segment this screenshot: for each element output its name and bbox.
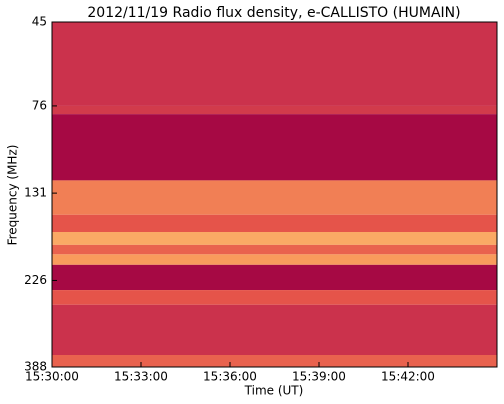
- y-tick-label: 131: [24, 186, 47, 200]
- frequency-band: [52, 105, 497, 115]
- x-axis-label: Time (UT): [244, 384, 304, 398]
- frequency-band: [52, 114, 497, 181]
- y-tick-label: 76: [32, 98, 47, 112]
- chart-title: 2012/11/19 Radio flux density, e-CALLIST…: [87, 5, 460, 21]
- y-tick-label: 388: [24, 360, 47, 374]
- frequency-band: [52, 290, 497, 305]
- frequency-band: [52, 254, 497, 265]
- x-tick-label: 15:39:00: [292, 370, 346, 384]
- frequency-band: [52, 214, 497, 232]
- y-axis-label: Frequency (MHz): [6, 145, 20, 246]
- frequency-band: [52, 180, 497, 215]
- x-tick-label: 15:33:00: [114, 370, 168, 384]
- frequency-band: [52, 304, 497, 356]
- frequency-band: [52, 231, 497, 245]
- x-tick-label: 15:30:00: [25, 370, 79, 384]
- plot-area: [52, 22, 497, 367]
- frequency-band: [52, 244, 497, 255]
- plot-frame: [51, 21, 498, 368]
- frequency-band: [52, 264, 497, 291]
- frequency-band: [52, 355, 497, 367]
- y-tick-label: 226: [24, 273, 47, 287]
- frequency-band: [52, 22, 497, 106]
- y-tick-label: 45: [32, 15, 47, 29]
- x-tick-label: 15:42:00: [381, 370, 435, 384]
- x-tick-label: 15:36:00: [203, 370, 257, 384]
